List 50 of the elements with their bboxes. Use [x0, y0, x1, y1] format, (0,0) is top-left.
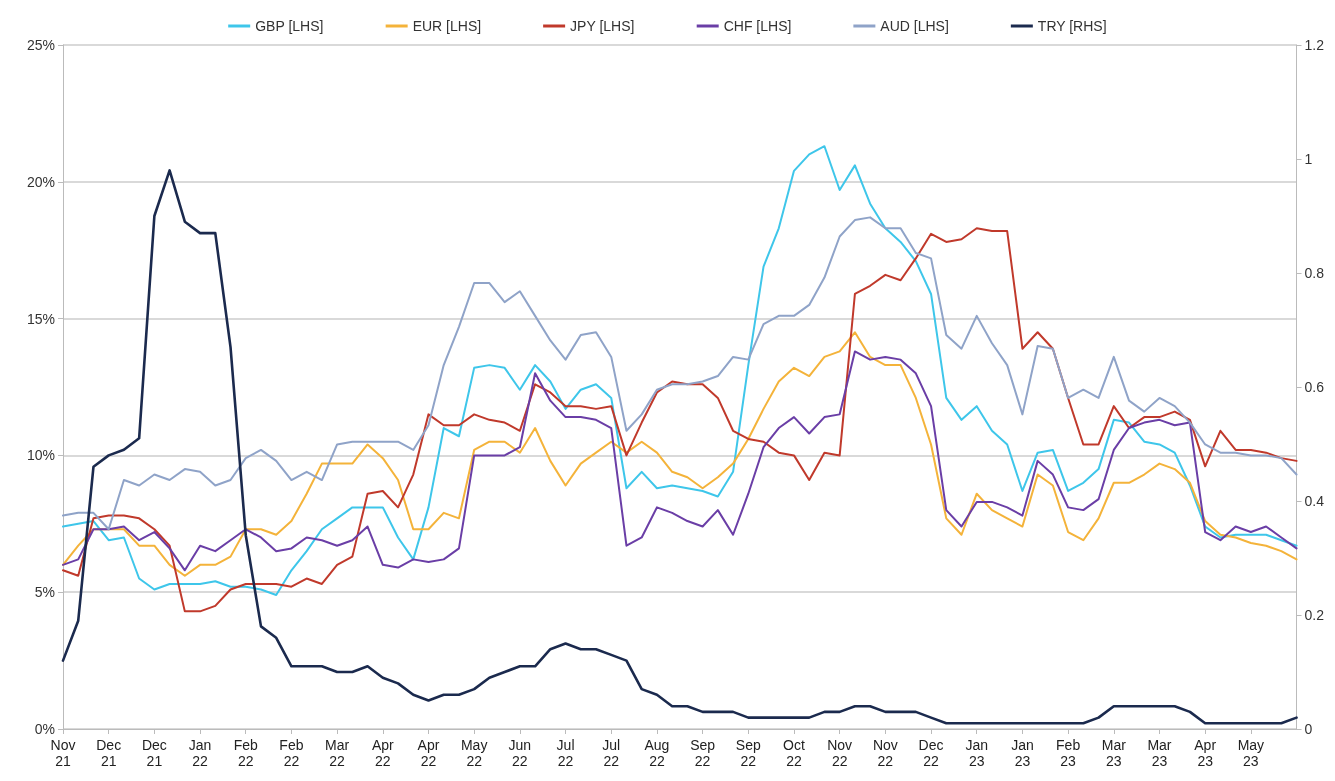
legend-label: JPY [LHS] [570, 18, 635, 34]
y2-tick-label: 1.2 [1304, 37, 1325, 53]
x-tick-label: Apr 22 [417, 737, 440, 769]
y2-tick-label: 0.4 [1304, 493, 1325, 509]
x-tick-label: Mar 23 [1101, 737, 1127, 769]
x-tick-label: Nov 22 [827, 737, 853, 769]
x-tick-label: May 22 [460, 737, 488, 769]
x-tick-label: Jan 23 [965, 737, 989, 769]
legend-label: TRY [RHS] [1037, 18, 1107, 34]
x-tick-label: Feb 23 [1056, 737, 1081, 769]
x-tick-label: Sep 22 [735, 737, 761, 769]
x-tick-label: Feb 22 [233, 737, 259, 769]
x-tick-label: Dec 21 [141, 737, 167, 769]
y-tick-label: 25% [26, 37, 55, 53]
x-tick-label: Dec 21 [96, 737, 122, 769]
line-series [62, 227, 1298, 613]
line-series [62, 145, 1298, 596]
x-tick-label: Apr 22 [371, 737, 395, 769]
y-tick-label: 15% [26, 310, 55, 327]
x-tick-label: Nov 22 [872, 737, 898, 769]
legend-label: AUD [LHS] [880, 18, 949, 34]
y2-tick-label: 0.8 [1304, 265, 1325, 281]
y-tick-label: 0% [34, 721, 55, 737]
legend-label: GBP [LHS] [255, 18, 324, 34]
legend-label: CHF [LHS] [723, 18, 792, 34]
x-tick-label: Jul 22 [556, 737, 575, 769]
x-tick-label: Jan 22 [188, 737, 212, 769]
x-tick-label: Mar 23 [1147, 737, 1172, 769]
y-tick-label: 5% [34, 584, 55, 601]
y-tick-label: 20% [26, 173, 55, 190]
x-tick-label: Apr 23 [1194, 737, 1217, 769]
x-tick-label: May 23 [1237, 737, 1265, 769]
x-tick-label: Feb 22 [279, 737, 304, 769]
y2-tick-label: 1 [1304, 151, 1313, 167]
x-tick-label: Jul 22 [602, 737, 621, 769]
x-tick-label: Jun 22 [508, 737, 532, 769]
y2-tick-label: 0 [1304, 721, 1313, 737]
x-tick-label: Dec 22 [918, 737, 944, 769]
y2-tick-label: 0.2 [1304, 607, 1325, 623]
y2-tick-label: 0.6 [1304, 379, 1325, 395]
x-tick-label: Aug 22 [644, 737, 670, 769]
x-tick-label: Sep 22 [690, 737, 716, 769]
x-tick-label: Oct 22 [783, 737, 805, 769]
line-series [61, 169, 1298, 725]
x-tick-label: Jan 23 [1011, 737, 1034, 769]
line-series [62, 216, 1298, 531]
y-tick-label: 10% [26, 447, 55, 464]
x-tick-label: Mar 22 [325, 737, 350, 769]
x-tick-label: Nov 21 [50, 737, 76, 769]
legend-label: EUR [LHS] [412, 18, 482, 34]
